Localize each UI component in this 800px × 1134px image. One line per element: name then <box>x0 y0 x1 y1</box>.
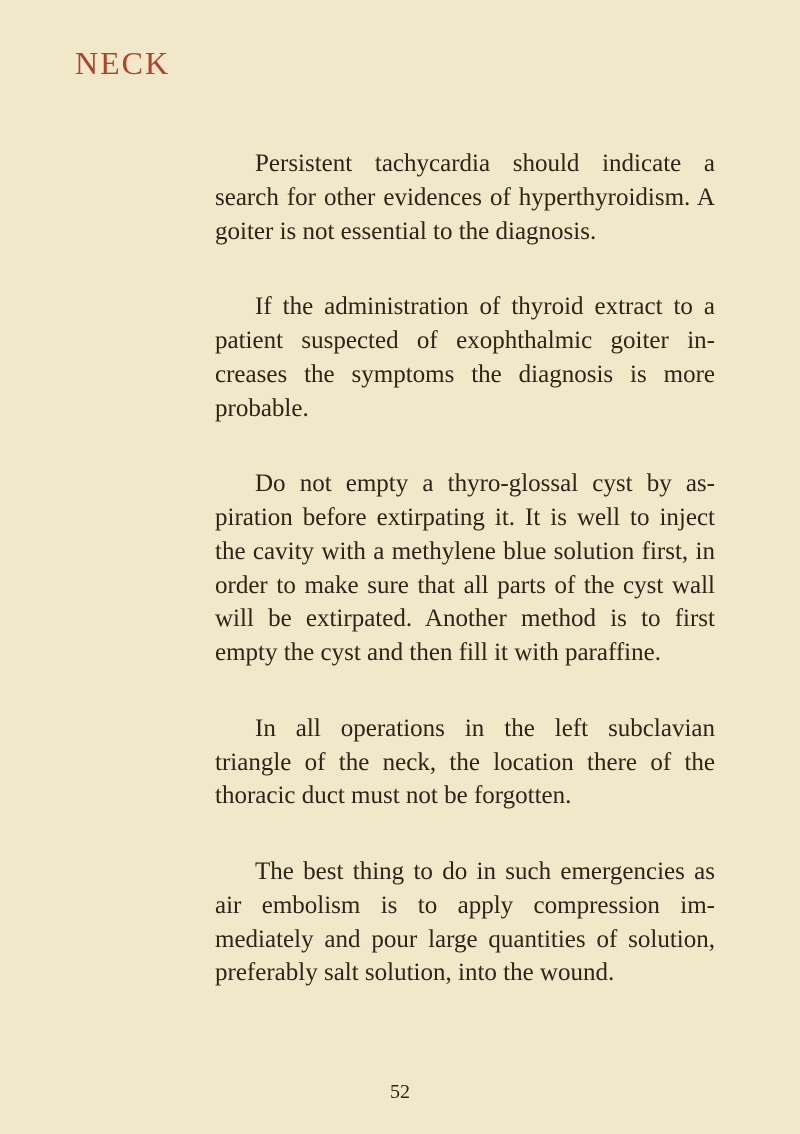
paragraph-3: Do not empty a thyro-glossal cyst by as­… <box>215 467 715 670</box>
paragraph-5: The best thing to do in such emergencies… <box>215 855 715 990</box>
section-header: NECK <box>75 45 725 82</box>
content-area: Persistent tachycardia should indicate a… <box>215 147 715 990</box>
paragraph-1: Persistent tachycardia should indicate a… <box>215 147 715 248</box>
paragraph-4: In all operations in the left subclavian… <box>215 712 715 813</box>
page-number: 52 <box>0 1081 800 1104</box>
paragraph-2: If the administration of thyroid extract… <box>215 290 715 425</box>
